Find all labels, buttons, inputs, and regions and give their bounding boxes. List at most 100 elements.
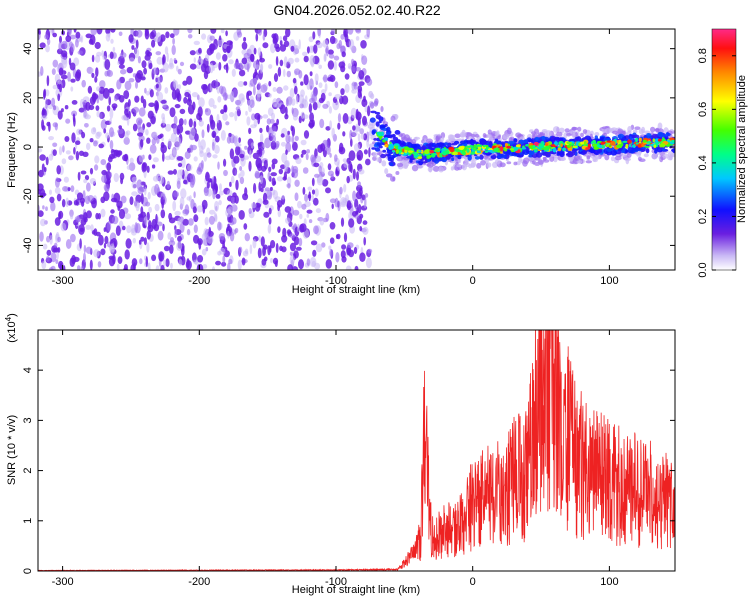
noise-blob [185, 130, 191, 135]
noise-blob [222, 54, 228, 62]
band-peak [572, 145, 578, 148]
band-halo [605, 127, 611, 134]
band-peak [532, 144, 536, 149]
band-halo [634, 126, 641, 130]
band-core [666, 133, 671, 136]
noise-blob [266, 118, 272, 125]
noise-blob [241, 41, 248, 50]
noise-blob [255, 157, 262, 169]
noise-blob [358, 168, 365, 175]
noise-blob [39, 154, 46, 161]
band-peak [476, 144, 482, 147]
noise-blob [187, 29, 193, 34]
noise-blob [84, 123, 89, 128]
noise-blob [176, 124, 184, 134]
noise-blob [243, 52, 251, 60]
band-core [645, 148, 650, 154]
noise-blob [255, 33, 259, 42]
noise-blob [318, 165, 323, 174]
band-halo [465, 135, 469, 140]
noise-blob [146, 165, 150, 173]
noise-blob [85, 224, 91, 230]
noise-blob [346, 175, 351, 184]
band-core [382, 149, 387, 153]
noise-blob [44, 34, 49, 40]
band-core [386, 126, 391, 133]
noise-blob [69, 41, 73, 48]
band-core [439, 143, 446, 147]
noise-blob [173, 115, 178, 125]
noise-blob [294, 85, 298, 95]
noise-blob [162, 117, 166, 126]
noise-blob [209, 114, 214, 125]
noise-blob [186, 196, 191, 201]
noise-blob [235, 106, 241, 111]
noise-blob [118, 55, 125, 65]
noise-blob [309, 112, 314, 123]
noise-blob [350, 58, 355, 66]
band-halo [470, 133, 476, 138]
noise-blob [120, 68, 127, 75]
noise-blob [287, 183, 291, 189]
noise-blob [310, 240, 318, 246]
snr-x-label: Height of straight line (km) [292, 584, 420, 596]
band-halo [543, 159, 550, 163]
noise-blob [306, 46, 310, 54]
noise-blob [214, 144, 220, 154]
band-peak [549, 148, 553, 152]
noise-blob [186, 228, 191, 236]
noise-blob [80, 170, 87, 175]
noise-blob [277, 209, 281, 218]
noise-blob [362, 226, 369, 235]
noise-blob [337, 161, 340, 172]
noise-blob [313, 197, 319, 206]
noise-blob [202, 264, 208, 269]
band-peak [400, 152, 404, 155]
noise-blob [238, 137, 242, 144]
noise-blob [228, 59, 234, 65]
noise-blob [328, 245, 332, 250]
noise-blob [365, 158, 371, 166]
band-core [651, 133, 659, 138]
noise-blob [334, 154, 338, 162]
noise-blob [361, 98, 368, 108]
noise-blob [275, 242, 279, 254]
x-tick-label: 100 [600, 576, 618, 588]
band-peak [642, 139, 647, 143]
noise-blob [347, 242, 354, 249]
noise-blob [253, 47, 257, 55]
noise-blob [268, 217, 272, 225]
noise-blob [83, 212, 88, 221]
noise-blob [109, 118, 112, 125]
noise-blob [118, 208, 126, 220]
noise-blob [177, 84, 182, 90]
noise-blob [75, 150, 80, 161]
noise-blob [308, 36, 314, 43]
noise-blob [209, 209, 216, 215]
noise-blob [183, 179, 188, 185]
noise-blob [145, 201, 151, 207]
band-halo [637, 156, 642, 161]
noise-blob [146, 51, 152, 57]
noise-blob [289, 242, 297, 252]
noise-blob [86, 182, 91, 192]
noise-blob [348, 39, 355, 50]
band-peak [533, 141, 539, 147]
noise-blob [197, 254, 204, 263]
band-halo [571, 126, 579, 131]
noise-blob [95, 105, 100, 111]
noise-blob [111, 215, 119, 225]
band-halo [558, 127, 565, 134]
noise-blob [154, 183, 160, 195]
noise-blob [146, 230, 151, 240]
noise-blob [343, 161, 349, 168]
band-halo [381, 160, 387, 167]
noise-blob [193, 156, 198, 162]
colorbar-tick-label: 0.2 [697, 209, 709, 224]
noise-blob [229, 181, 232, 187]
band-core [467, 154, 472, 161]
noise-blob [298, 259, 304, 270]
band-halo [576, 160, 583, 164]
noise-blob [317, 29, 321, 37]
noise-blob [46, 249, 52, 256]
